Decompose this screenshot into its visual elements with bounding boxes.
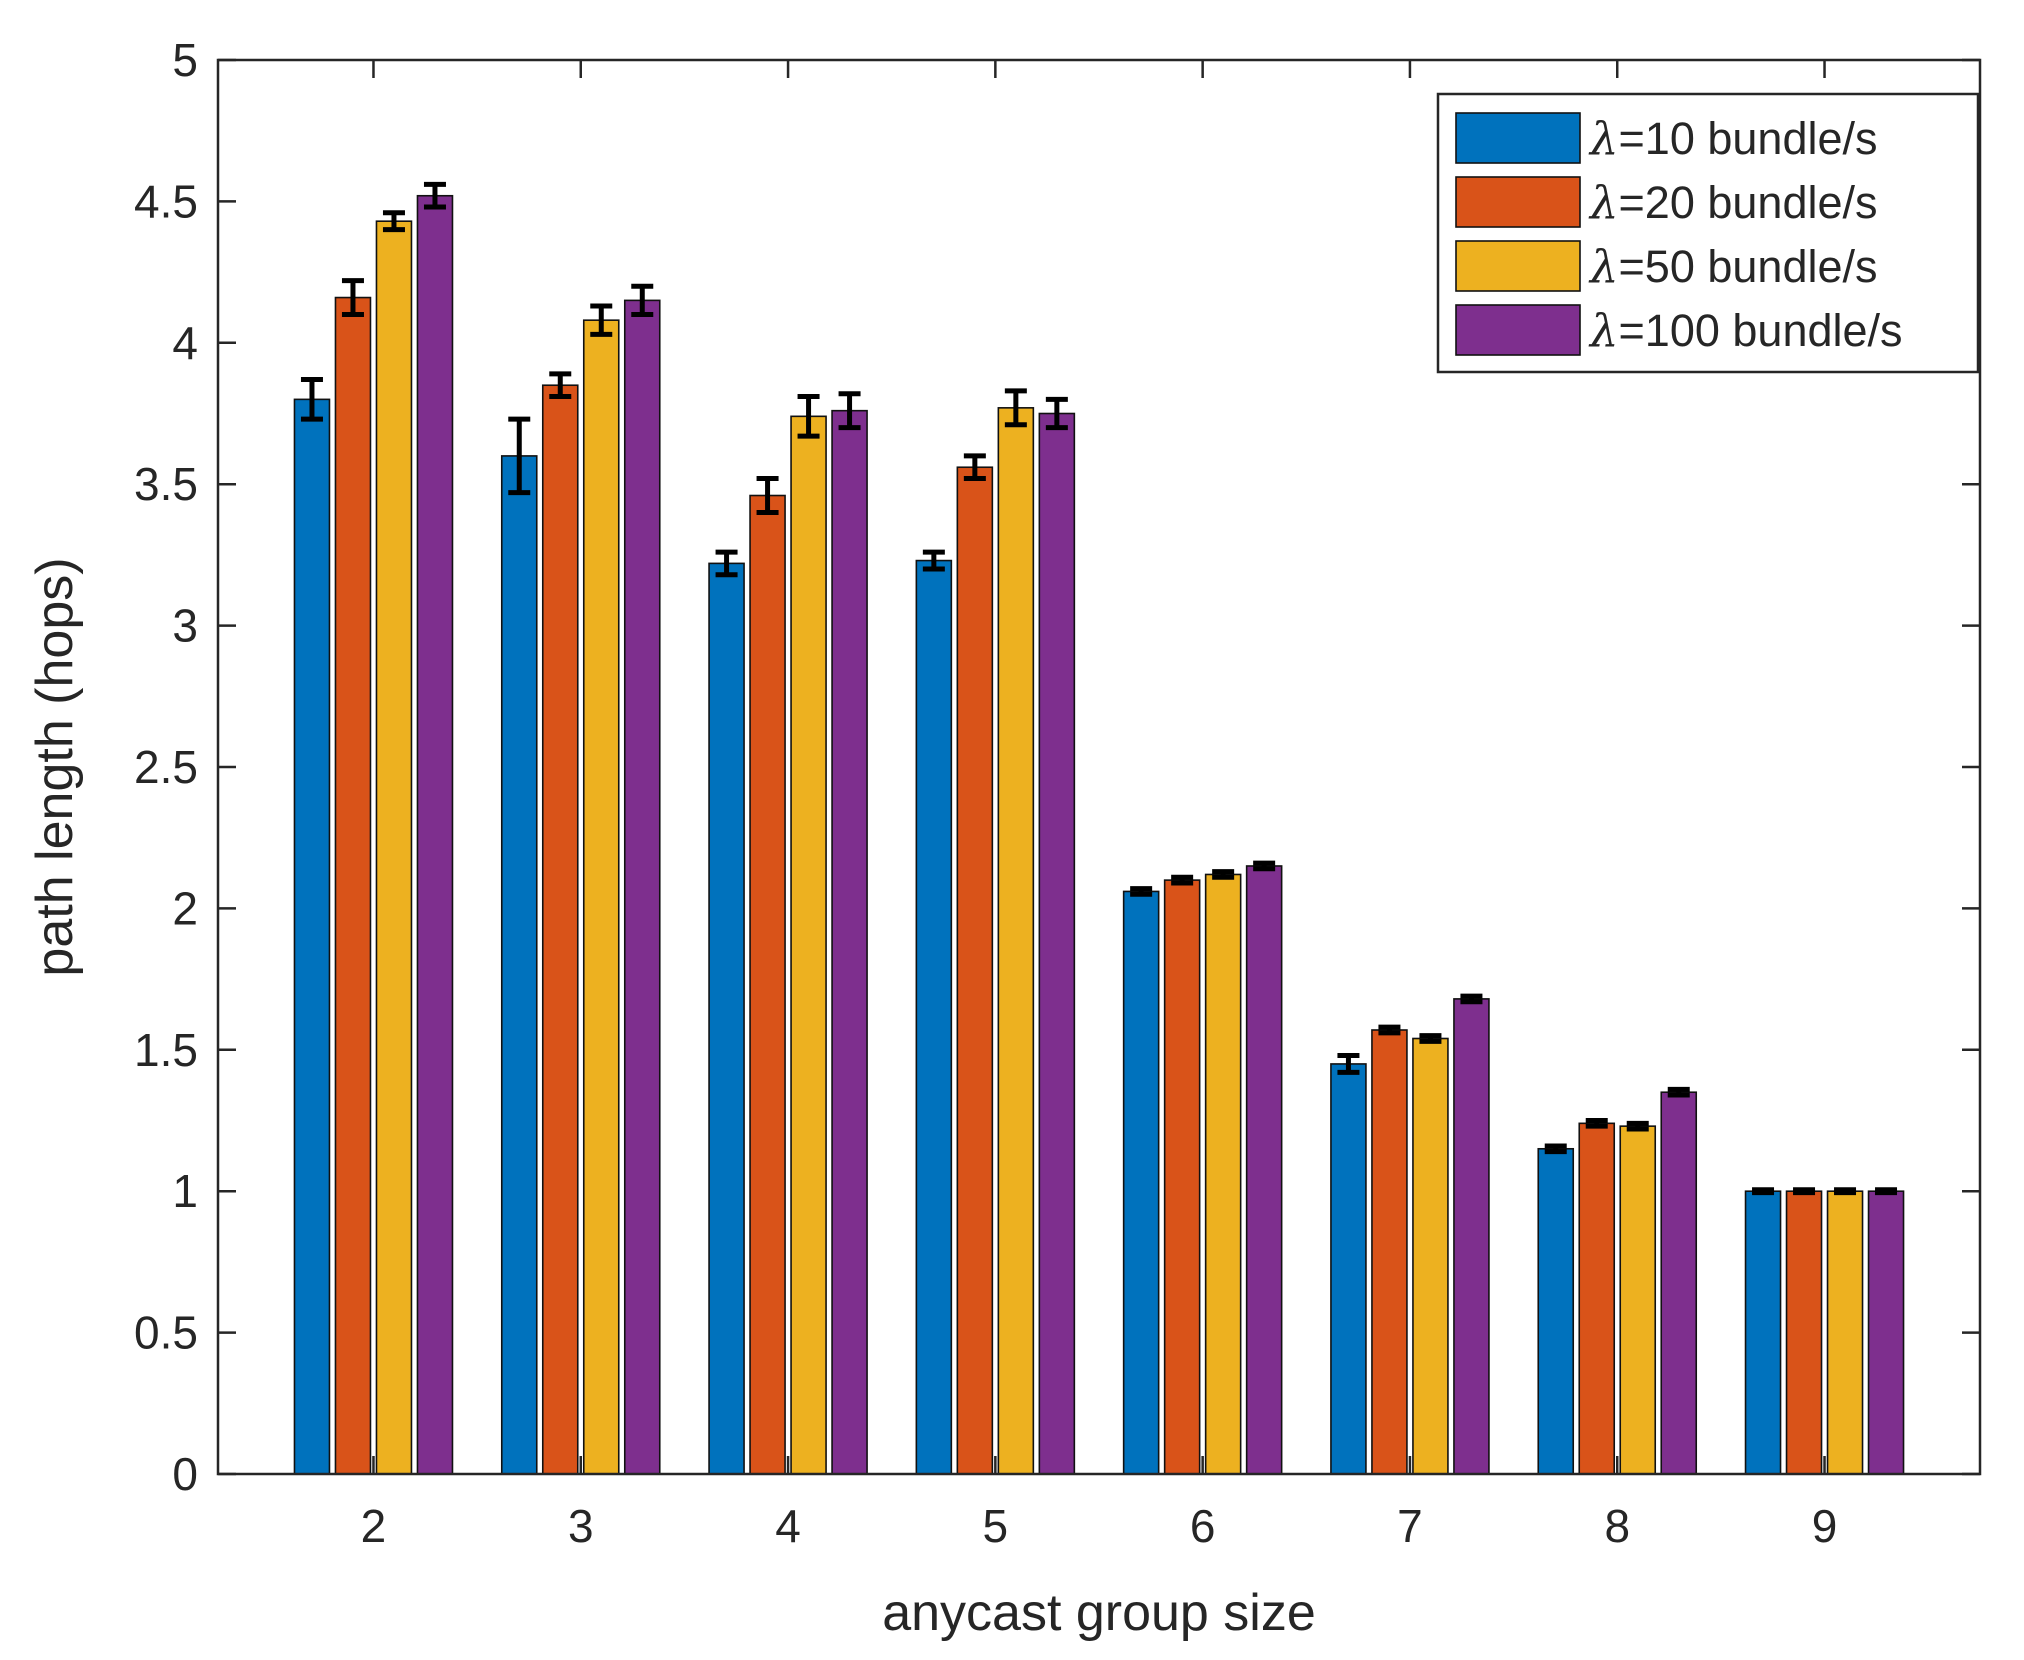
- error-bar-series-4-group-4: [838, 391, 861, 431]
- error-bar-series-3-group-7: [1419, 1033, 1442, 1044]
- error-bar-series-4-group-7: [1460, 993, 1483, 1005]
- error-bar-series-1-group-8: [1544, 1143, 1567, 1155]
- legend-label-1: λ=10 bundle/s: [1588, 112, 1878, 165]
- error-bar-series-2-group-7: [1378, 1024, 1401, 1036]
- bar-series-1-group-2: [293, 398, 331, 1475]
- bar-series-3-group-6: [1204, 873, 1242, 1475]
- y-tick-label: 4: [172, 317, 198, 369]
- bar-series-4-group-9: [1867, 1190, 1905, 1475]
- x-tick-labels: 2 3 4 5 6 7 8 9: [361, 1500, 1838, 1552]
- error-bar-series-2-group-2: [341, 278, 364, 318]
- error-bar-series-1-group-6: [1130, 886, 1153, 897]
- bar-series-2-group-7: [1371, 1029, 1408, 1475]
- bar-series-1-group-8: [1537, 1147, 1575, 1475]
- bar-series-3-group-3: [582, 319, 620, 1475]
- bar-series-4-group-5: [1038, 412, 1076, 1475]
- bar-series-1-group-3: [500, 455, 538, 1475]
- error-bar-series-4-group-3: [631, 283, 654, 318]
- error-bar-series-1-group-5: [922, 549, 945, 572]
- error-bar-series-4-group-6: [1253, 860, 1276, 872]
- x-tick-label: 3: [568, 1500, 594, 1552]
- error-bar-series-4-group-5: [1045, 396, 1068, 431]
- error-bars-layer: [300, 181, 1898, 1196]
- x-tick-label: 6: [1190, 1500, 1216, 1552]
- y-tick-label: 3.5: [134, 458, 198, 510]
- bar-series-4-group-8: [1660, 1091, 1698, 1475]
- error-bar-series-1-group-4: [715, 549, 738, 578]
- bar-series-3-group-7: [1412, 1037, 1449, 1475]
- bar-series-1-group-4: [708, 562, 745, 1475]
- legend-swatch-3: [1455, 240, 1581, 292]
- y-axis-label: path length (hops): [26, 557, 84, 976]
- bar-series-1-group-9: [1744, 1190, 1782, 1475]
- error-bar-series-1-group-3: [508, 416, 531, 496]
- error-bar-series-3-group-9: [1834, 1187, 1857, 1196]
- error-bar-series-2-group-6: [1171, 874, 1194, 886]
- bar-series-4-group-4: [831, 409, 868, 1475]
- error-bar-series-2-group-8: [1585, 1118, 1608, 1129]
- error-bar-series-4-group-2: [423, 181, 446, 210]
- y-tick-label: 5: [172, 34, 198, 86]
- y-tick-label: 2: [172, 882, 198, 934]
- y-tick-label: 1.5: [134, 1024, 198, 1076]
- bar-series-3-group-9: [1826, 1190, 1864, 1475]
- x-tick-label: 4: [775, 1500, 801, 1552]
- bar-series-3-group-5: [997, 407, 1035, 1475]
- x-tick-label: 7: [1397, 1500, 1423, 1552]
- y-tick-label: 3: [172, 600, 198, 652]
- error-bar-series-3-group-5: [1004, 388, 1027, 428]
- error-bar-series-4-group-9: [1875, 1187, 1898, 1196]
- error-bar-series-2-group-9: [1793, 1187, 1816, 1196]
- bar-series-4-group-6: [1245, 865, 1283, 1475]
- x-tick-label: 2: [361, 1500, 387, 1552]
- y-tick-label: 2.5: [134, 741, 198, 793]
- bar-series-2-group-3: [541, 384, 579, 1475]
- error-bar-series-1-group-7: [1337, 1052, 1360, 1075]
- error-bar-series-4-group-8: [1667, 1086, 1690, 1098]
- legend-label-4: λ=100 bundle/s: [1588, 304, 1903, 357]
- error-bar-series-2-group-5: [963, 453, 986, 482]
- y-tick-label: 0: [172, 1448, 198, 1500]
- bar-series-2-group-4: [749, 494, 786, 1475]
- bar-series-1-group-6: [1122, 890, 1160, 1475]
- y-tick-labels: 0 0.5 1 1.5 2 2.5 3 3.5 4 4.5 5: [134, 34, 198, 1500]
- legend: λ=10 bundle/s λ=20 bundle/s λ=50 bundle/s λ…: [1436, 92, 1980, 374]
- bar-series-2-group-6: [1163, 879, 1201, 1475]
- legend-label-2: λ=20 bundle/s: [1588, 176, 1878, 229]
- error-bar-series-2-group-4: [756, 476, 779, 515]
- bar-series-2-group-5: [956, 466, 994, 1475]
- legend-label-3: λ=50 bundle/s: [1588, 240, 1878, 293]
- x-tick-label: 5: [983, 1500, 1009, 1552]
- bar-series-2-group-9: [1785, 1190, 1823, 1475]
- bar-series-3-group-4: [790, 415, 827, 1475]
- legend-swatch-1: [1455, 112, 1581, 164]
- x-tick-label: 8: [1604, 1500, 1630, 1552]
- bar-series-3-group-8: [1619, 1125, 1657, 1475]
- y-tick-label: 0.5: [134, 1307, 198, 1359]
- bar-series-2-group-2: [334, 296, 372, 1475]
- bar-series-4-group-7: [1453, 998, 1490, 1475]
- error-bar-series-1-group-2: [300, 377, 323, 422]
- error-bar-series-3-group-4: [797, 394, 820, 439]
- error-bar-series-1-group-9: [1752, 1187, 1775, 1196]
- error-bar-series-2-group-3: [549, 371, 572, 400]
- bar-series-3-group-2: [375, 220, 413, 1475]
- error-bar-series-3-group-3: [590, 303, 613, 337]
- y-tick-label: 1: [172, 1165, 198, 1217]
- error-bar-series-3-group-6: [1212, 869, 1235, 880]
- x-axis-label: anycast group size: [882, 1584, 1316, 1642]
- x-tick-label: 9: [1812, 1500, 1838, 1552]
- bar-series-4-group-3: [623, 299, 661, 1475]
- error-bar-series-3-group-2: [382, 210, 405, 233]
- bar-series-4-group-2: [416, 194, 454, 1475]
- bar-series-1-group-7: [1330, 1063, 1367, 1475]
- legend-swatch-2: [1455, 176, 1581, 228]
- bar-series-2-group-8: [1578, 1122, 1616, 1475]
- legend-swatch-4: [1455, 304, 1581, 356]
- error-bar-series-3-group-8: [1626, 1120, 1649, 1132]
- y-tick-label: 4.5: [134, 175, 198, 227]
- bar-series-1-group-5: [915, 559, 953, 1475]
